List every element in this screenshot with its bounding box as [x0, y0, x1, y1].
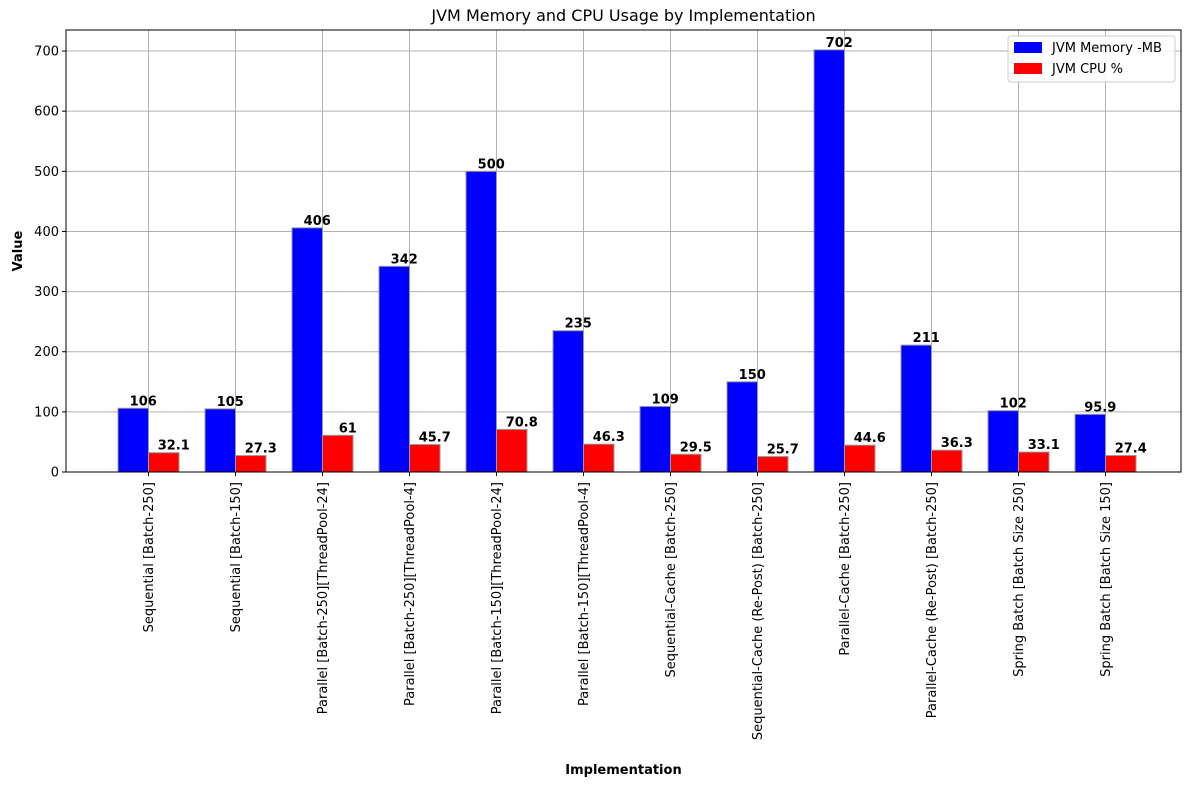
bar	[409, 444, 441, 473]
bar	[552, 330, 584, 473]
y-axis-ticks: 0 100 200 300 400 500 600 700	[34, 45, 66, 481]
bar	[583, 443, 615, 473]
x-tick-label: Parallel-Cache [Batch-250]	[838, 482, 853, 656]
bar-value-label: 406	[304, 214, 331, 229]
bar-value-label: 29.5	[680, 440, 712, 455]
bar	[813, 49, 845, 473]
legend: JVM Memory -MB JVM CPU %	[1007, 35, 1176, 83]
bar-value-label: 45.7	[419, 431, 451, 446]
bar	[235, 455, 267, 473]
bar	[900, 344, 932, 473]
value-labels: 106 105 406 342 500 235 109 150 702 211 102 95.9 32.…	[130, 36, 1147, 458]
bar-value-label: 44.6	[854, 431, 886, 446]
x-tick-label: Sequential-Cache (Re-Post) [Batch-250]	[751, 482, 766, 740]
bar	[465, 170, 497, 473]
x-tick-label: Sequential [Batch-250]	[142, 482, 157, 632]
bar-value-label: 150	[739, 368, 766, 383]
bar	[726, 381, 758, 473]
chart-title: JVM Memory and CPU Usage by Implementati…	[430, 6, 815, 25]
bar-value-label: 211	[913, 331, 940, 346]
y-tick-label: 100	[34, 405, 59, 420]
bar	[1018, 451, 1050, 473]
x-tick-label: Parallel [Batch-150][ThreadPool-4]	[577, 482, 592, 706]
bar-value-label: 70.8	[506, 415, 538, 430]
y-tick-label: 400	[34, 225, 59, 240]
y-tick-label: 700	[34, 45, 59, 60]
bar	[117, 407, 149, 473]
legend-box	[1007, 35, 1176, 83]
bar-value-label: 32.1	[158, 439, 190, 454]
bar	[987, 410, 1019, 473]
y-tick-label: 200	[34, 345, 59, 360]
bar	[322, 434, 354, 473]
bar-value-label: 342	[391, 252, 418, 267]
legend-swatch-memory	[1014, 42, 1042, 53]
bar	[1105, 455, 1137, 473]
x-tick-label: Parallel [Batch-150][ThreadPool-24]	[490, 482, 505, 714]
bar-value-label: 33.1	[1028, 438, 1060, 453]
bar	[931, 449, 963, 473]
bar-value-label: 109	[652, 392, 679, 407]
bar-value-label: 46.3	[593, 430, 625, 445]
x-tick-label: Parallel [Batch-250][ThreadPool-24]	[316, 482, 331, 714]
bar	[757, 456, 789, 473]
bar	[496, 428, 528, 473]
bar	[844, 444, 876, 473]
bar	[204, 408, 236, 473]
bar-value-label: 25.7	[767, 443, 799, 458]
legend-swatch-cpu	[1014, 63, 1042, 74]
bar-value-label: 102	[1000, 397, 1027, 412]
bar	[378, 265, 410, 473]
x-tick-label: Spring Batch [Batch Size 150]	[1099, 482, 1114, 677]
y-tick-label: 300	[34, 285, 59, 300]
bar-value-label: 106	[130, 394, 157, 409]
x-tick-label: Spring Batch [Batch Size 250]	[1012, 482, 1027, 677]
legend-label-cpu: JVM CPU %	[1051, 62, 1123, 77]
bar	[639, 405, 671, 473]
x-tick-label: Sequential [Batch-150]	[229, 482, 244, 632]
y-tick-label: 0	[51, 466, 59, 481]
bar-value-label: 500	[478, 157, 505, 172]
bar	[291, 227, 323, 473]
bar	[670, 453, 702, 473]
bar-value-label: 105	[217, 395, 244, 410]
bar-value-label: 27.4	[1115, 442, 1147, 457]
y-axis-label: Value	[11, 230, 26, 271]
bars	[117, 49, 1137, 473]
legend-label-memory: JVM Memory -MB	[1051, 41, 1162, 56]
bar-value-label: 702	[826, 36, 853, 51]
bar-value-label: 36.3	[941, 436, 973, 451]
plot-frame	[65, 29, 1182, 473]
y-tick-label: 600	[34, 105, 59, 120]
x-axis-ticks: Sequential [Batch-250] Sequential [Batch-…	[142, 472, 1114, 740]
bar-value-label: 95.9	[1084, 400, 1116, 415]
x-tick-label: Parallel [Batch-250][ThreadPool-4]	[403, 482, 418, 706]
x-tick-label: Sequential-Cache [Batch-250]	[664, 482, 679, 678]
x-axis-label: Implementation	[565, 763, 681, 778]
bar-value-label: 235	[565, 317, 592, 332]
x-tick-label: Parallel-Cache (Re-Post) [Batch-250]	[925, 482, 940, 718]
y-tick-label: 500	[34, 165, 59, 180]
bar-value-label: 27.3	[245, 442, 277, 457]
bar	[1074, 413, 1106, 473]
bar-value-label: 61	[339, 421, 357, 436]
bar	[148, 452, 180, 473]
